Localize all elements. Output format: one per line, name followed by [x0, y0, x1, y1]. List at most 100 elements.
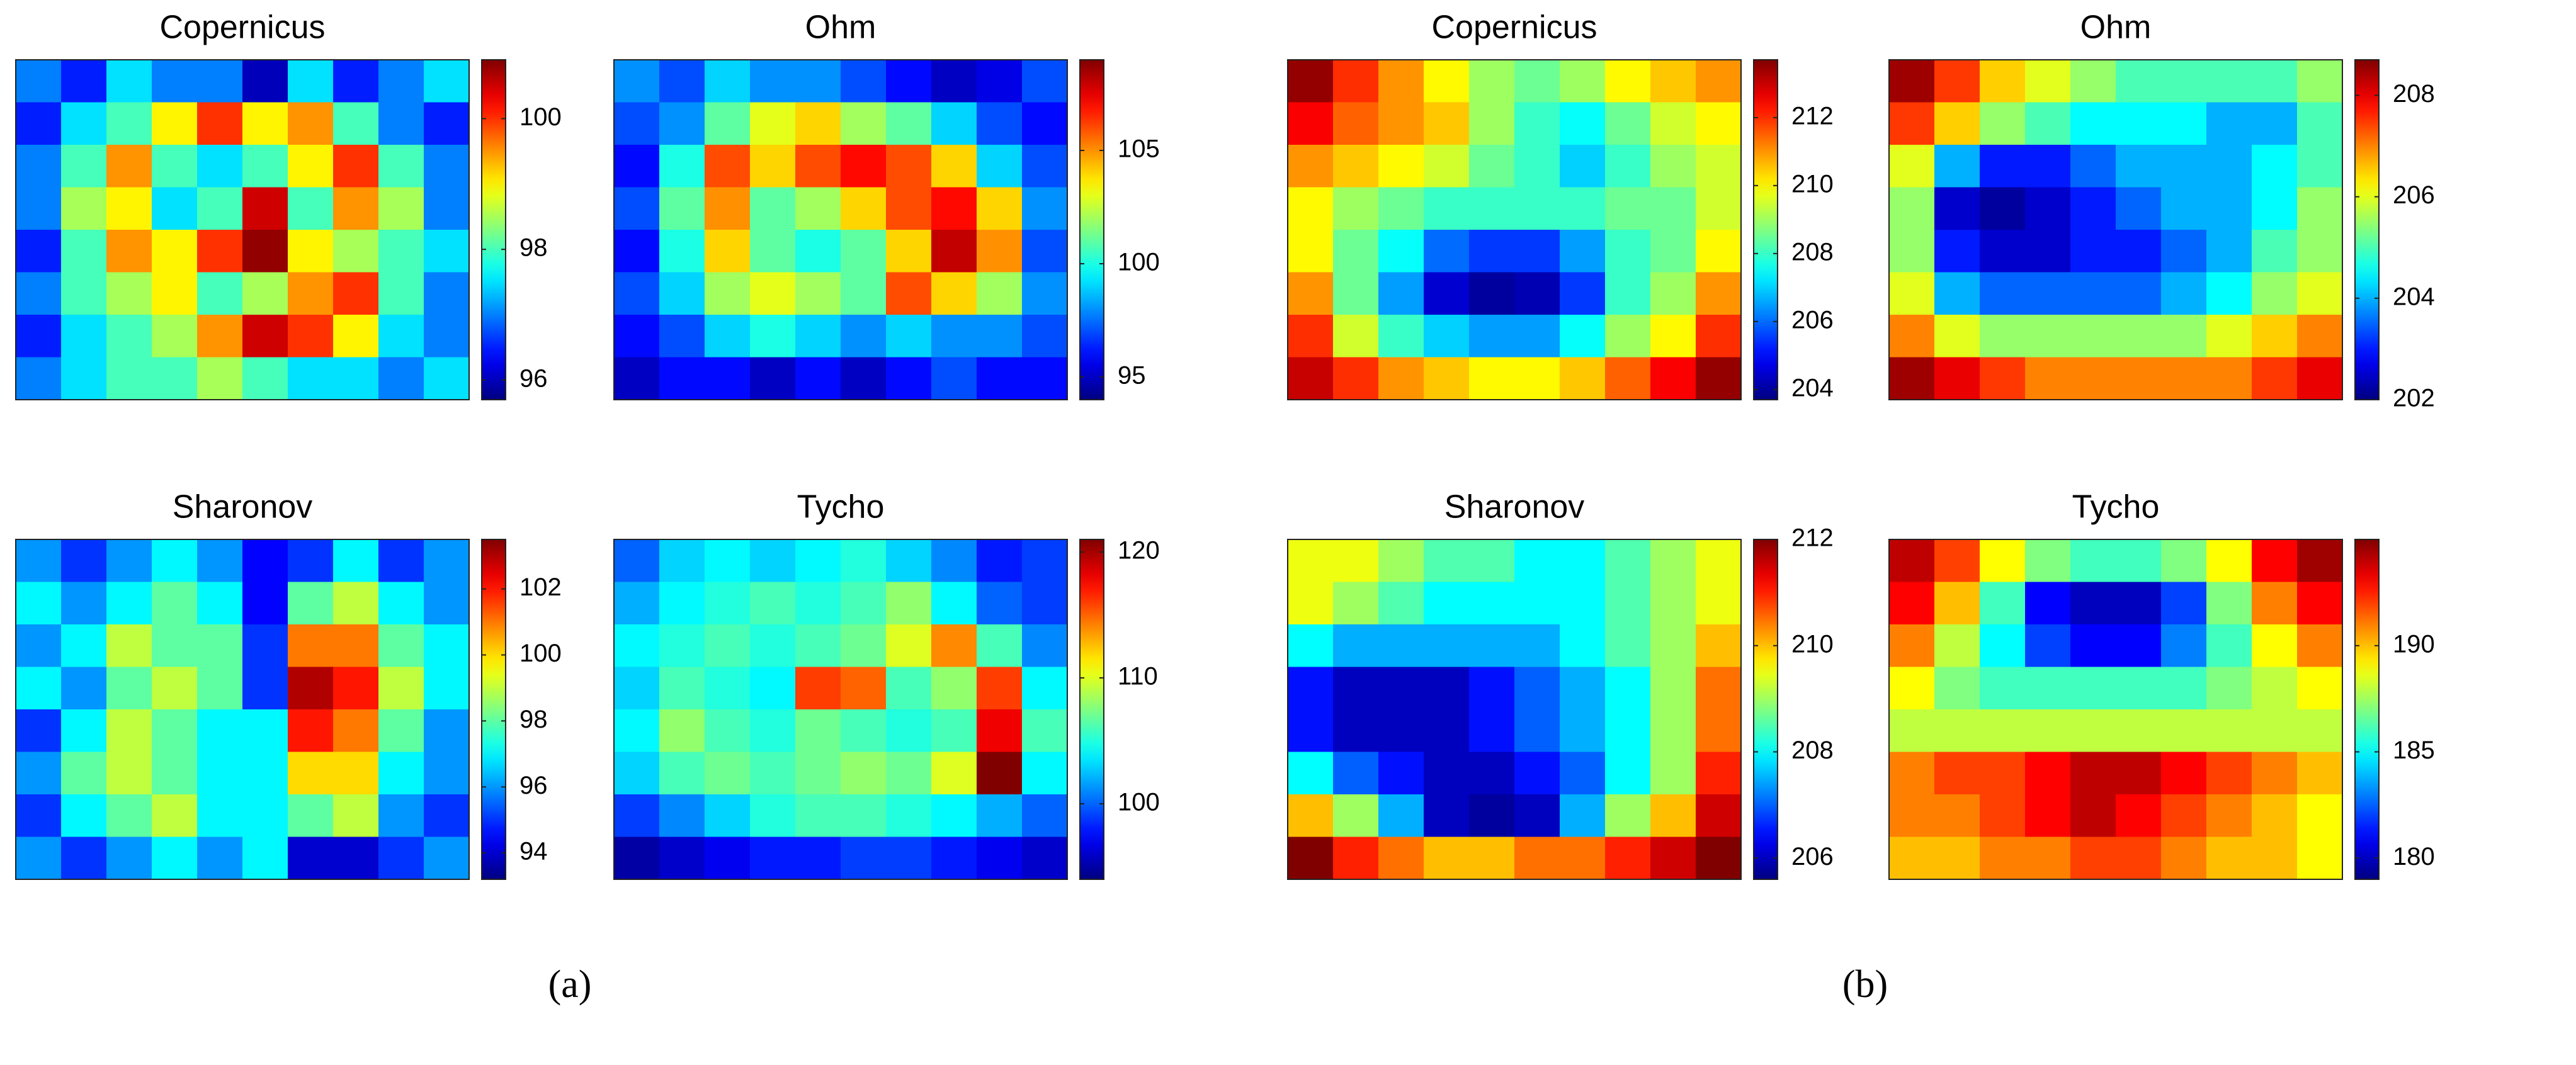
heatmap-cell [886, 624, 932, 668]
heatmap-cell [1696, 357, 1742, 400]
heatmap-cell [886, 837, 932, 880]
heatmap-cell [1560, 582, 1606, 625]
heatmap-cell [750, 357, 796, 400]
heatmap-cell [16, 272, 62, 315]
heatmap-cell [152, 539, 198, 583]
heatmap-cell [2116, 102, 2162, 145]
heatmap-cell [1469, 752, 1515, 795]
heatmap-cell [1469, 187, 1515, 230]
heatmap-cell [2297, 187, 2343, 230]
heatmap-cell [1469, 315, 1515, 358]
heatmap-cell [1560, 230, 1606, 273]
heatmap-cell [242, 357, 288, 400]
heatmap-cell [2070, 582, 2116, 625]
heatmap-cell [1980, 102, 2026, 145]
heatmap-cell [1560, 102, 1606, 145]
heatmap-cell [424, 752, 470, 795]
heatmap-cell [1560, 272, 1606, 315]
heatmap-cell [841, 709, 887, 753]
heatmap-cell [1378, 667, 1424, 710]
heatmap-cell [1288, 272, 1334, 315]
heatmap-cell [750, 837, 796, 880]
colorbar-tick-label: 100 [1118, 789, 1160, 816]
heatmap-cell [378, 187, 424, 230]
heatmap-cell [2206, 357, 2252, 400]
heatmap-cell [333, 794, 379, 838]
heatmap-cell [2161, 315, 2207, 358]
heatmap [1889, 60, 2343, 400]
heatmap-cell [977, 624, 1023, 668]
heatmap-cell [1980, 837, 2026, 880]
heatmap-cell [1022, 582, 1068, 625]
heatmap-cell [1424, 582, 1470, 625]
heatmap-cell [424, 145, 470, 188]
heatmap-cell [1378, 230, 1424, 273]
heatmap-cell [152, 837, 198, 880]
heatmap-cell [242, 709, 288, 753]
heatmap-cell [1378, 624, 1424, 668]
colorbar-tick-label: 208 [2393, 80, 2435, 108]
heatmap-cell [1333, 187, 1379, 230]
heatmap-cell [841, 230, 887, 273]
heatmap-cell [2297, 145, 2343, 188]
heatmap-cell [1424, 357, 1470, 400]
heatmap-cell [1469, 837, 1515, 880]
heatmap-cell [288, 272, 334, 315]
heatmap-cell [378, 102, 424, 145]
heatmap-cell [2206, 582, 2252, 625]
heatmap-cell [841, 60, 887, 103]
heatmap-cell [1514, 60, 1560, 103]
heatmap-cell [288, 230, 334, 273]
heatmap-cell [1650, 752, 1696, 795]
heatmap-cell [795, 272, 841, 315]
heatmap-cell [886, 230, 932, 273]
heatmap-cell [2116, 539, 2162, 583]
colorbar-tick-label: 204 [2393, 283, 2435, 310]
heatmap-cell [106, 624, 152, 668]
heatmap-cell [242, 187, 288, 230]
heatmap-cell [1333, 315, 1379, 358]
heatmap-cell [424, 315, 470, 358]
heatmap-cell [659, 357, 705, 400]
heatmap-cell [1934, 709, 1980, 753]
heatmap-cell [2025, 752, 2071, 795]
heatmap-cell [1980, 752, 2026, 795]
heatmap-cell [1696, 539, 1742, 583]
heatmap-cell [1333, 837, 1379, 880]
heatmap-cell [1424, 667, 1470, 710]
heatmap-cell [152, 794, 198, 838]
heatmap-cell [659, 230, 705, 273]
heatmap-cell [1889, 539, 1935, 583]
heatmap-cell [242, 837, 288, 880]
heatmap-cell [2025, 230, 2071, 273]
heatmap-cell [2252, 624, 2298, 668]
heatmap-cell [2116, 582, 2162, 625]
heatmap-cell [795, 752, 841, 795]
heatmap [16, 539, 470, 880]
heatmap-cell [1378, 709, 1424, 753]
heatmap-cell [288, 709, 334, 753]
heatmap-cell [1605, 667, 1651, 710]
heatmap-cell [61, 667, 107, 710]
heatmap-cell [1934, 145, 1980, 188]
heatmap-cell [1650, 187, 1696, 230]
heatmap-cell [16, 794, 62, 838]
heatmap-cell [1378, 752, 1424, 795]
colorbar-tick-label: 210 [1791, 170, 1834, 198]
heatmap-cell [705, 794, 751, 838]
heatmap-cell [1022, 187, 1068, 230]
heatmap-cell [1696, 794, 1742, 838]
colorbar [1079, 59, 1104, 400]
heatmap-cell [16, 60, 62, 103]
heatmap-cell [1934, 357, 1980, 400]
heatmap-cell [61, 794, 107, 838]
heatmap-cell [16, 315, 62, 358]
heatmap-cell [1514, 145, 1560, 188]
heatmap-cell [1560, 752, 1606, 795]
heatmap-cell [16, 752, 62, 795]
heatmap-cell [2070, 145, 2116, 188]
heatmap-cell [1333, 145, 1379, 188]
heatmap-cell [841, 667, 887, 710]
heatmap-cell [2161, 145, 2207, 188]
heatmap-cell [288, 357, 334, 400]
